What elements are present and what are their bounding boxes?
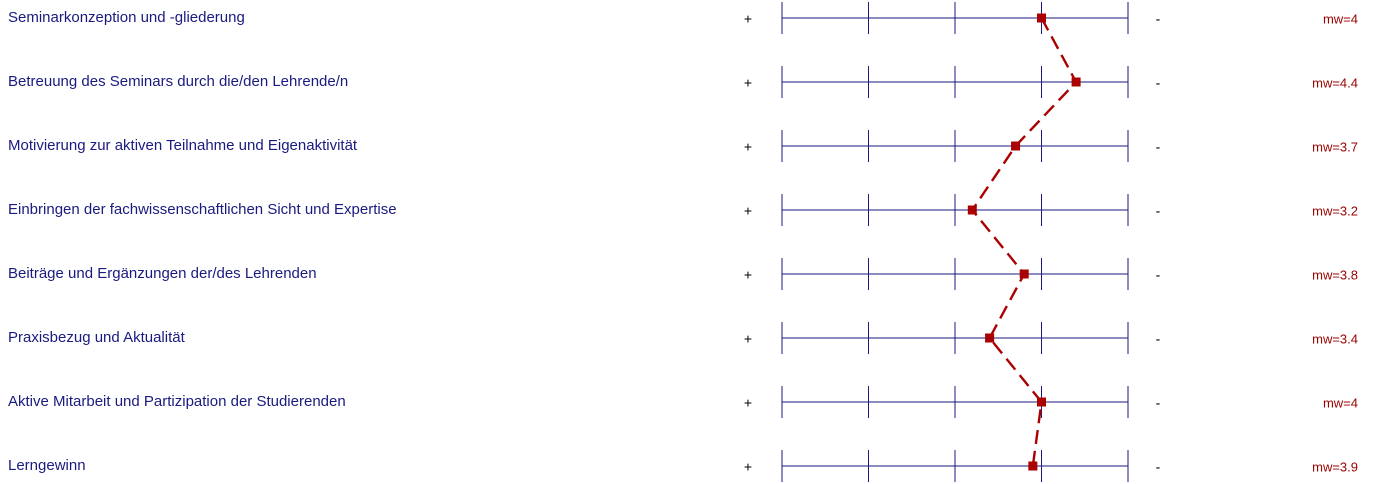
- plus-pole-label: +: [744, 11, 752, 27]
- mean-value-label: mw=4.4: [1312, 75, 1358, 90]
- item-label: Aktive Mitarbeit und Partizipation der S…: [8, 393, 346, 410]
- item-label: Seminarkonzeption und -gliederung: [8, 9, 245, 26]
- chart-row: Praxisbezug und Aktualität + - mw=3.4: [8, 322, 1358, 354]
- mean-profile-line: [970, 17, 1078, 467]
- chart-row: Aktive Mitarbeit und Partizipation der S…: [8, 386, 1358, 418]
- mean-point-marker: [985, 333, 995, 343]
- plus-pole-label: +: [744, 267, 752, 283]
- chart-row: Einbringen der fachwissenschaftlichen Si…: [8, 194, 1358, 226]
- mean-value-label: mw=3.7: [1312, 139, 1358, 154]
- mean-point-marker: [1028, 461, 1038, 471]
- chart-row: Betreuung des Seminars durch die/den Leh…: [8, 66, 1358, 98]
- mean-value-label: mw=4: [1323, 395, 1358, 410]
- mean-point-marker: [1037, 397, 1046, 407]
- minus-pole-label: -: [1156, 203, 1161, 219]
- profile-line-layer: [967, 13, 1081, 471]
- item-label: Motivierung zur aktiven Teilnahme und Ei…: [8, 137, 358, 154]
- chart-row: Seminarkonzeption und -gliederung + - mw=4: [8, 2, 1358, 34]
- mean-value-label: mw=3.8: [1312, 267, 1358, 282]
- mean-point-marker: [1019, 269, 1029, 279]
- mean-point-marker: [1037, 13, 1046, 23]
- plus-pole-label: +: [744, 203, 752, 219]
- chart-row: Beiträge und Ergänzungen der/des Lehrend…: [8, 258, 1358, 290]
- plus-pole-label: +: [744, 395, 752, 411]
- minus-pole-label: -: [1156, 11, 1161, 27]
- plus-pole-label: +: [744, 75, 752, 91]
- mean-value-label: mw=3.4: [1312, 331, 1358, 346]
- mean-value-label: mw=3.2: [1312, 203, 1358, 218]
- item-label: Lerngewinn: [8, 457, 86, 474]
- mean-point-marker: [1011, 141, 1021, 151]
- minus-pole-label: -: [1156, 395, 1161, 411]
- item-label: Einbringen der fachwissenschaftlichen Si…: [8, 201, 397, 218]
- chart-row: Motivierung zur aktiven Teilnahme und Ei…: [8, 130, 1358, 162]
- plus-pole-label: +: [744, 139, 752, 155]
- mean-value-label: mw=3.9: [1312, 459, 1358, 474]
- minus-pole-label: -: [1156, 331, 1161, 347]
- mean-point-marker: [967, 205, 977, 215]
- plus-pole-label: +: [744, 331, 752, 347]
- chart-rows: Seminarkonzeption und -gliederung + - mw=4 B…: [8, 2, 1358, 482]
- item-label: Betreuung des Seminars durch die/den Leh…: [8, 73, 348, 90]
- plus-pole-label: +: [744, 459, 752, 475]
- chart-row: Lerngewinn + - mw=3.9: [8, 450, 1358, 482]
- item-label: Beiträge und Ergänzungen der/des Lehrend…: [8, 265, 317, 282]
- mean-value-label: mw=4: [1323, 11, 1358, 26]
- minus-pole-label: -: [1156, 459, 1161, 475]
- mean-point-marker: [1071, 77, 1081, 87]
- minus-pole-label: -: [1156, 75, 1161, 91]
- minus-pole-label: -: [1156, 267, 1161, 283]
- minus-pole-label: -: [1156, 139, 1161, 155]
- item-label: Praxisbezug und Aktualität: [8, 329, 186, 346]
